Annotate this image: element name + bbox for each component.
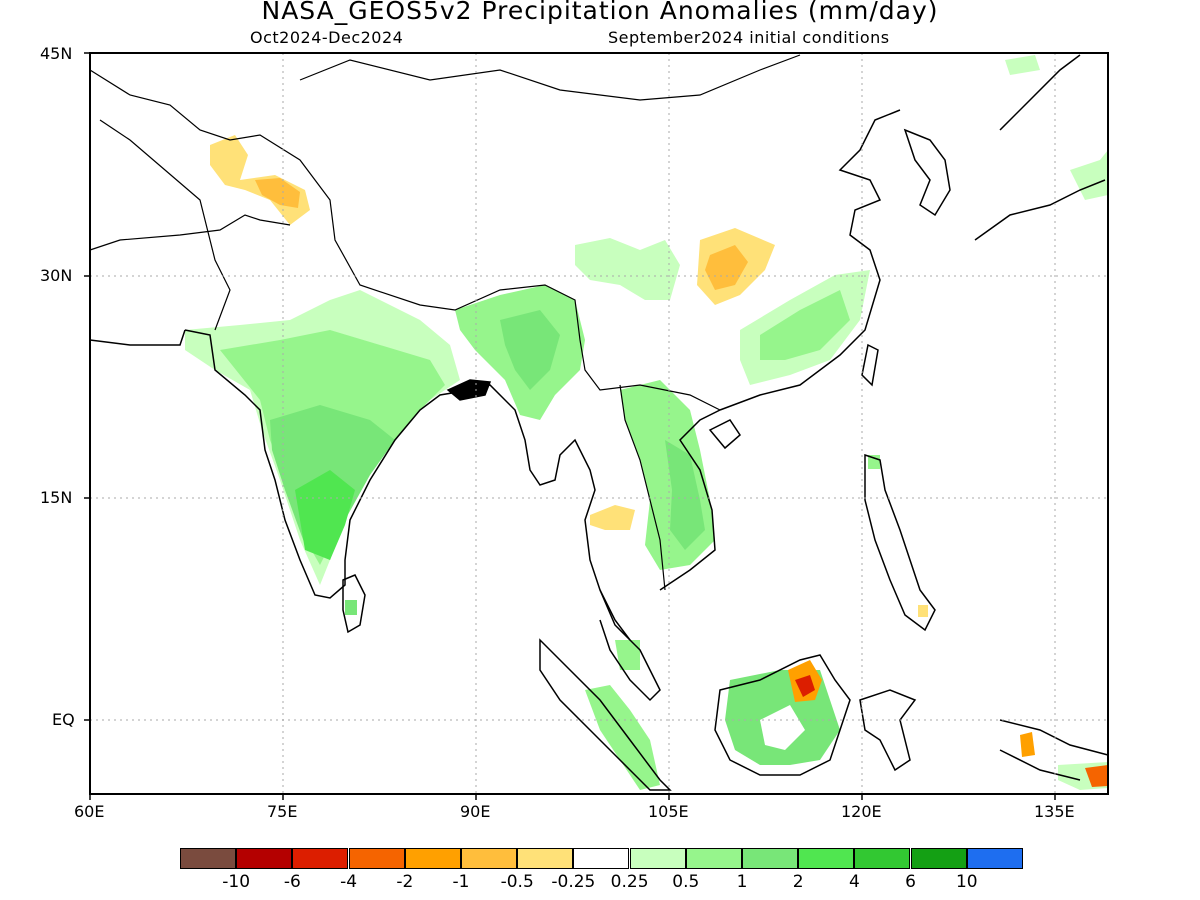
legend-label: 4 — [848, 872, 860, 892]
legend-label: 1 — [736, 872, 748, 892]
legend-swatch — [685, 848, 742, 869]
lon-label-105e: 105E — [648, 802, 689, 821]
lon-label-90e: 90E — [460, 802, 491, 821]
legend-swatch — [404, 848, 461, 869]
legend-label: -10 — [222, 872, 251, 892]
legend-swatch — [292, 848, 349, 869]
lon-label-75e: 75E — [267, 802, 298, 821]
legend-swatch — [910, 848, 967, 869]
lat-label-45n: 45N — [40, 44, 73, 63]
legend-label: -6 — [283, 872, 301, 892]
legend-label: 2 — [792, 872, 804, 892]
map-title: NASA_GEOS5v2 Precipitation Anomalies (mm… — [261, 0, 939, 25]
legend-label: 0.5 — [672, 872, 700, 892]
lon-label-120e: 120E — [841, 802, 882, 821]
lat-label-15n: 15N — [40, 488, 73, 507]
legend-label: 0.25 — [610, 872, 649, 892]
legend-swatch — [629, 848, 686, 869]
legend-swatch — [517, 848, 574, 869]
legend-swatch — [854, 848, 911, 869]
lat-label-30n: 30N — [40, 266, 73, 285]
axis-ticks — [84, 52, 1056, 800]
legend-swatch — [180, 848, 236, 869]
legend-swatch — [742, 848, 798, 869]
initial-conditions: September2024 initial conditions — [608, 28, 890, 47]
legend-swatch — [461, 848, 517, 869]
lat-label-eq: EQ — [52, 710, 75, 729]
legend-swatch — [236, 848, 293, 869]
legend-label: -2 — [396, 872, 414, 892]
lon-label-60e: 60E — [74, 802, 105, 821]
legend-label: -0.25 — [551, 872, 596, 892]
legend-swatch — [348, 848, 405, 869]
legend-label: -1 — [452, 872, 470, 892]
coastlines — [89, 54, 1109, 791]
legend-swatch — [798, 848, 855, 869]
legend-label: -0.5 — [500, 872, 534, 892]
anomaly-shading — [185, 55, 1108, 790]
legend-swatch — [573, 848, 630, 869]
lon-label-135e: 135E — [1034, 802, 1075, 821]
legend-label: 6 — [905, 872, 917, 892]
forecast-period: Oct2024-Dec2024 — [250, 28, 404, 47]
graticule — [90, 53, 1108, 794]
legend-swatch — [966, 848, 1023, 869]
legend-label: 10 — [955, 872, 978, 892]
legend-label: -4 — [340, 872, 358, 892]
map-frame — [89, 52, 1109, 795]
